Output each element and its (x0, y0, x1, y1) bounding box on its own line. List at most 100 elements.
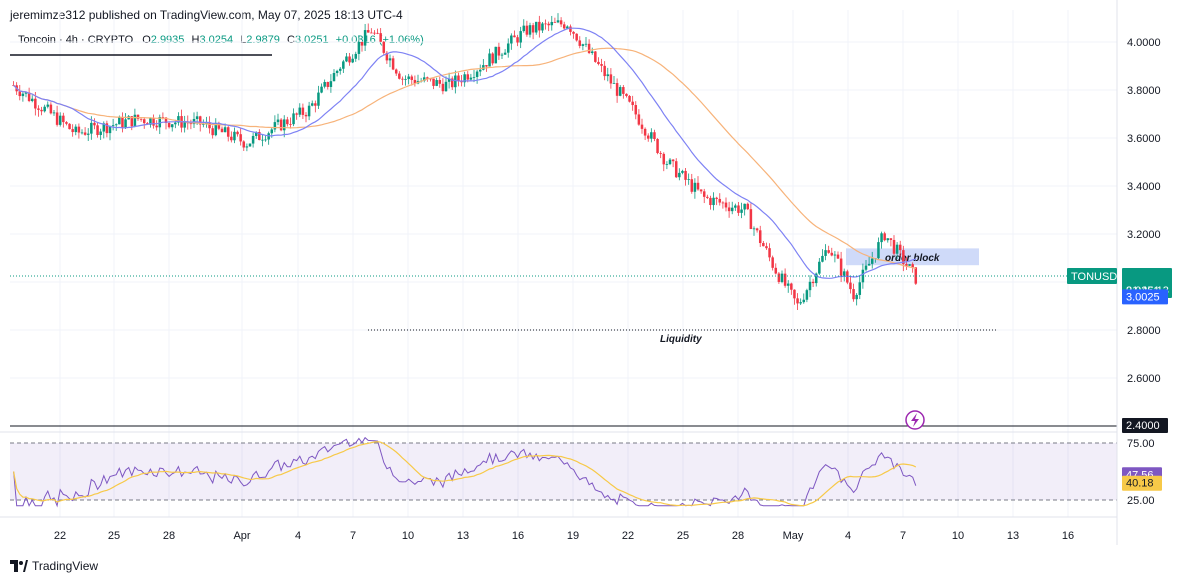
candle (671, 159, 675, 168)
candle (696, 176, 700, 191)
candle (30, 95, 34, 103)
candle (345, 52, 348, 63)
publisher-line: jeremimze312 published on TradingView.co… (10, 8, 403, 22)
candle (192, 112, 196, 129)
candle (643, 127, 647, 141)
candle (653, 129, 656, 142)
candle (40, 106, 43, 116)
candle (108, 125, 112, 141)
candle (510, 33, 513, 50)
candle (404, 75, 407, 86)
candle (681, 169, 684, 175)
candle (189, 119, 193, 130)
candle (877, 237, 880, 260)
candle (908, 263, 911, 267)
candle (276, 113, 280, 126)
candle (158, 114, 162, 135)
candle (251, 132, 255, 148)
candle (469, 73, 473, 82)
time-tick-label: Apr (233, 530, 250, 542)
candle (398, 71, 401, 80)
footer-brand: TradingView (32, 559, 99, 573)
lightning-alert-icon[interactable] (905, 410, 925, 430)
candle (370, 28, 373, 34)
candle (584, 36, 588, 48)
candle (320, 83, 323, 94)
candle (18, 84, 22, 101)
candle (780, 270, 784, 284)
candle (220, 126, 224, 133)
legend-close: 3.0251 (294, 34, 329, 46)
candle (211, 125, 214, 139)
candle (245, 143, 249, 152)
candle (690, 173, 694, 194)
candle (65, 121, 68, 126)
time-tick-label: 10 (952, 530, 964, 542)
candle (631, 95, 634, 111)
candle (99, 128, 102, 140)
candle (264, 135, 267, 142)
candle (152, 114, 155, 129)
candle (755, 227, 759, 233)
candle (86, 128, 90, 142)
legend-low-label: L (240, 34, 247, 46)
candle (846, 269, 849, 285)
candle (622, 85, 625, 99)
candle (472, 69, 476, 83)
candle (793, 289, 796, 305)
candle (310, 100, 314, 107)
rsi-ma-badge: 40.18 (1122, 475, 1162, 491)
candle (71, 124, 74, 137)
candle (93, 118, 96, 130)
time-tick-label: 25 (677, 530, 689, 542)
price-tick-label: 3.6000 (1127, 133, 1161, 145)
candle (842, 268, 846, 282)
candle (883, 231, 886, 242)
time-tick-label: 16 (512, 530, 524, 542)
candle (889, 238, 893, 247)
legend-high: 3.0254 (199, 34, 234, 46)
candle (258, 129, 261, 141)
candle (528, 22, 532, 38)
candle (410, 74, 414, 86)
candle (914, 267, 918, 285)
candle (317, 85, 320, 109)
time-tick-label: 22 (622, 530, 634, 542)
candle (354, 51, 358, 62)
candle (348, 52, 351, 66)
candle (385, 51, 389, 64)
time-tick-label: 13 (457, 530, 469, 542)
legend-open: 2.9935 (150, 34, 185, 46)
candle (74, 124, 78, 136)
candle (790, 282, 793, 295)
candle (522, 19, 526, 33)
candle (640, 118, 644, 134)
candle (457, 72, 460, 87)
candle (391, 55, 395, 71)
candle (142, 117, 146, 129)
candle (170, 124, 174, 132)
candle (693, 178, 697, 199)
time-tick-label: May (783, 530, 804, 542)
legend-open-label: O (142, 34, 151, 46)
candle (46, 101, 50, 109)
candle (450, 76, 454, 90)
level-badge: 2.4000 (1122, 418, 1168, 433)
candle (569, 24, 572, 36)
candle (687, 173, 690, 185)
liquidity-label: Liquidity (660, 334, 702, 345)
candle (650, 128, 653, 143)
candle (656, 138, 659, 155)
candle (488, 48, 491, 67)
candle (233, 127, 236, 144)
candle (634, 101, 638, 120)
candle (139, 118, 143, 122)
candle (718, 193, 722, 206)
candle (858, 276, 862, 300)
tradingview-logo-icon (10, 560, 28, 572)
candle (96, 122, 99, 138)
rsi-tick-label: 25.00 (1127, 495, 1155, 507)
candle (746, 202, 750, 211)
price-tick-label: 3.8000 (1127, 85, 1161, 97)
